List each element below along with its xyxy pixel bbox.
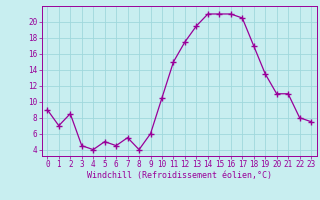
X-axis label: Windchill (Refroidissement éolien,°C): Windchill (Refroidissement éolien,°C): [87, 171, 272, 180]
